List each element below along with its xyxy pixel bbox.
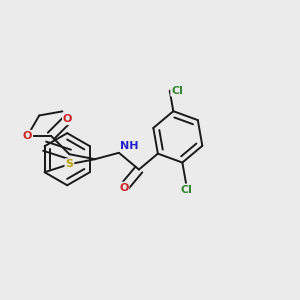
- Text: Cl: Cl: [180, 184, 192, 195]
- Text: O: O: [119, 182, 128, 193]
- Text: NH: NH: [121, 141, 139, 151]
- Text: Cl: Cl: [171, 86, 183, 96]
- Text: O: O: [63, 114, 72, 124]
- Text: O: O: [23, 131, 32, 141]
- Text: S: S: [65, 159, 74, 169]
